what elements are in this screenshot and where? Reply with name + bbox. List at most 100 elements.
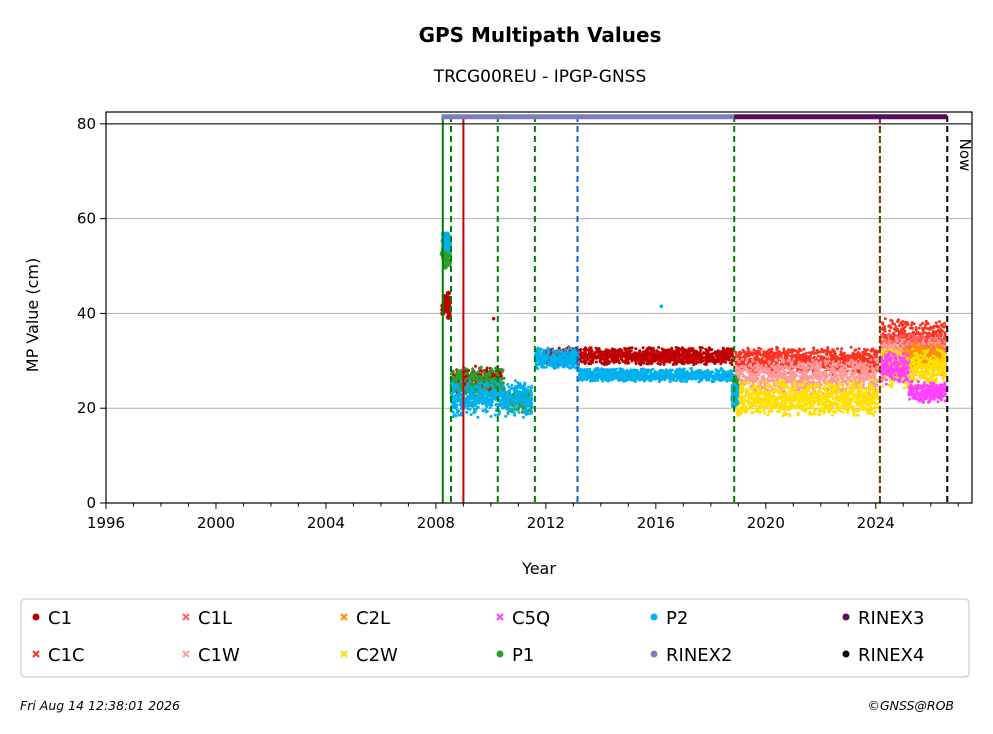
data-point bbox=[723, 353, 727, 357]
data-point bbox=[883, 317, 887, 321]
data-point bbox=[901, 323, 905, 327]
data-point bbox=[823, 359, 827, 363]
data-point bbox=[649, 359, 653, 363]
data-point bbox=[860, 378, 864, 382]
data-point bbox=[840, 363, 844, 366]
data-point bbox=[664, 352, 668, 356]
data-point bbox=[804, 357, 808, 361]
data-point bbox=[800, 362, 804, 366]
data-point bbox=[719, 350, 723, 354]
data-point bbox=[759, 347, 763, 351]
data-point bbox=[640, 353, 644, 357]
data-point bbox=[811, 358, 815, 362]
data-point bbox=[657, 359, 661, 363]
data-point bbox=[634, 362, 638, 366]
data-point bbox=[861, 350, 865, 354]
data-point bbox=[864, 367, 868, 371]
data-point bbox=[826, 346, 830, 349]
data-point bbox=[623, 347, 627, 351]
data-point bbox=[830, 357, 834, 361]
data-point bbox=[650, 351, 653, 355]
data-point bbox=[606, 352, 610, 356]
data-point bbox=[636, 358, 640, 362]
data-point bbox=[748, 363, 752, 367]
data-point bbox=[703, 362, 707, 366]
data-point bbox=[865, 353, 869, 357]
data-point bbox=[893, 322, 896, 326]
data-point bbox=[845, 361, 849, 365]
data-point bbox=[867, 363, 871, 367]
data-point bbox=[851, 359, 854, 363]
data-point bbox=[802, 354, 806, 358]
data-point bbox=[806, 378, 810, 382]
data-point bbox=[609, 356, 613, 360]
data-point bbox=[798, 371, 802, 375]
data-point bbox=[779, 357, 783, 361]
data-point bbox=[790, 350, 794, 354]
data-point bbox=[710, 356, 714, 360]
data-point bbox=[867, 374, 871, 378]
data-point bbox=[694, 355, 697, 359]
data-point bbox=[776, 350, 780, 354]
data-point bbox=[750, 376, 754, 380]
data-point bbox=[627, 355, 630, 359]
data-point bbox=[784, 371, 788, 374]
data-point bbox=[921, 329, 925, 333]
data-point bbox=[903, 325, 907, 329]
data-point bbox=[938, 329, 941, 333]
data-point bbox=[744, 354, 748, 358]
data-point bbox=[911, 330, 915, 334]
data-point bbox=[917, 347, 921, 351]
data-point bbox=[852, 364, 856, 368]
data-point bbox=[770, 371, 774, 375]
data-point bbox=[873, 383, 877, 386]
data-point bbox=[791, 348, 795, 352]
data-point bbox=[859, 356, 862, 360]
data-point bbox=[673, 350, 677, 354]
data-point bbox=[924, 331, 928, 335]
data-point bbox=[937, 333, 941, 337]
data-point bbox=[693, 352, 697, 356]
data-point bbox=[627, 347, 631, 351]
data-point bbox=[935, 343, 939, 347]
data-point bbox=[644, 359, 648, 363]
data-point bbox=[858, 364, 862, 368]
data-point bbox=[797, 365, 801, 369]
data-point bbox=[804, 351, 808, 355]
data-point bbox=[773, 374, 777, 378]
data-point bbox=[713, 350, 717, 354]
data-point bbox=[827, 359, 831, 363]
data-point bbox=[692, 358, 696, 362]
data-point bbox=[678, 358, 682, 362]
data-point bbox=[881, 337, 884, 341]
data-point bbox=[446, 290, 451, 296]
data-point bbox=[853, 348, 857, 352]
data-point bbox=[726, 348, 730, 352]
data-point bbox=[894, 336, 898, 340]
data-point bbox=[810, 366, 814, 370]
data-point bbox=[821, 378, 825, 382]
data-point bbox=[678, 352, 682, 356]
data-point bbox=[907, 335, 911, 339]
data-point bbox=[867, 367, 871, 371]
data-point bbox=[716, 350, 720, 353]
data-point bbox=[680, 358, 684, 362]
data-point bbox=[713, 360, 717, 364]
data-point bbox=[860, 370, 864, 374]
data-point bbox=[704, 356, 708, 360]
data-point bbox=[734, 354, 738, 358]
data-point bbox=[825, 355, 829, 359]
data-point bbox=[812, 346, 816, 350]
data-point bbox=[796, 350, 800, 353]
data-point bbox=[895, 328, 899, 331]
data-point bbox=[833, 352, 837, 356]
data-point bbox=[865, 348, 869, 352]
data-point bbox=[874, 370, 878, 374]
data-point bbox=[858, 352, 862, 356]
data-point bbox=[690, 347, 693, 351]
data-point bbox=[761, 366, 765, 370]
data-point bbox=[763, 370, 767, 374]
data-point bbox=[645, 351, 649, 355]
data-point bbox=[811, 372, 815, 376]
data-point bbox=[598, 357, 602, 361]
